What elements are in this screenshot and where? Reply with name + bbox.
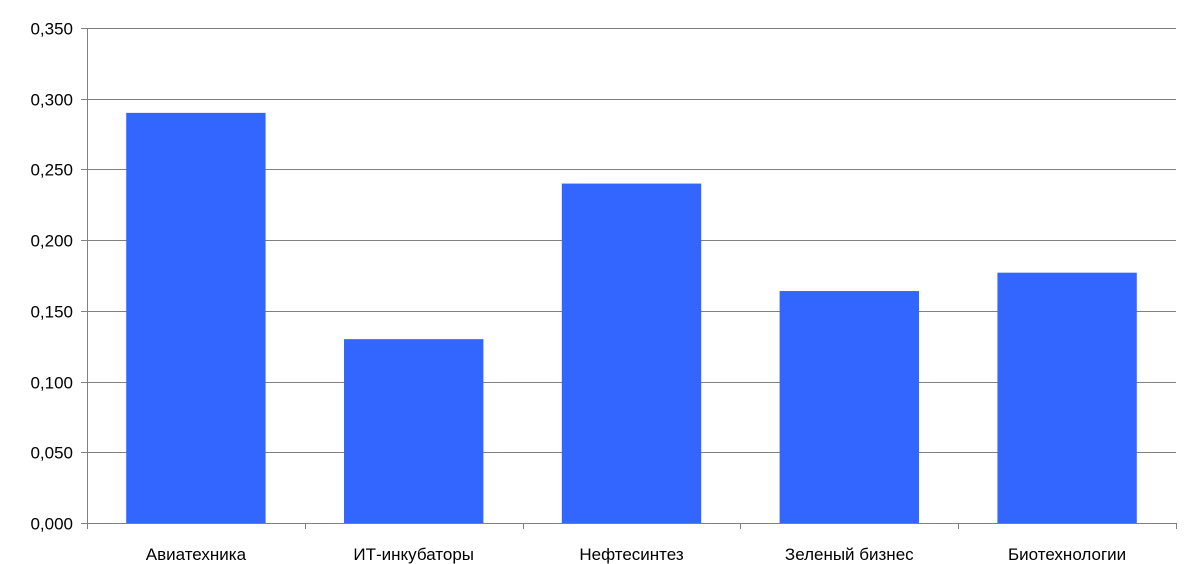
x-category-labels: Авиатехника ИТ-инкубаторы Нефтесинтез Зелен… [146, 545, 1126, 564]
x-category-label: Авиатехника [146, 545, 247, 564]
x-category-label: Зеленый бизнес [785, 545, 914, 564]
y-tick-label: 0,300 [30, 91, 73, 110]
x-category-label: Нефтесинтез [579, 545, 683, 564]
x-category-label: ИТ-инкубаторы [353, 545, 474, 564]
bar-5 [997, 272, 1137, 523]
bar-2 [344, 339, 484, 523]
bar-1 [126, 112, 266, 523]
y-tick-label: 0,050 [30, 444, 73, 463]
y-tick-label: 0,100 [30, 374, 73, 393]
x-category-label: Биотехнологии [1008, 545, 1126, 564]
y-tick-label: 0,150 [30, 303, 73, 322]
bars [126, 112, 1137, 524]
y-tick-labels: 0,000 0,050 0,100 0,150 0,200 0,250 0,300 0,350 [30, 20, 73, 534]
y-tick-label: 0,200 [30, 232, 73, 251]
y-tick-label: 0,000 [30, 515, 73, 534]
y-tick-label: 0,250 [30, 161, 73, 180]
bar-3 [561, 183, 702, 524]
bar-4 [779, 291, 919, 523]
y-tick-label: 0,350 [30, 20, 73, 39]
axes [81, 28, 1177, 529]
